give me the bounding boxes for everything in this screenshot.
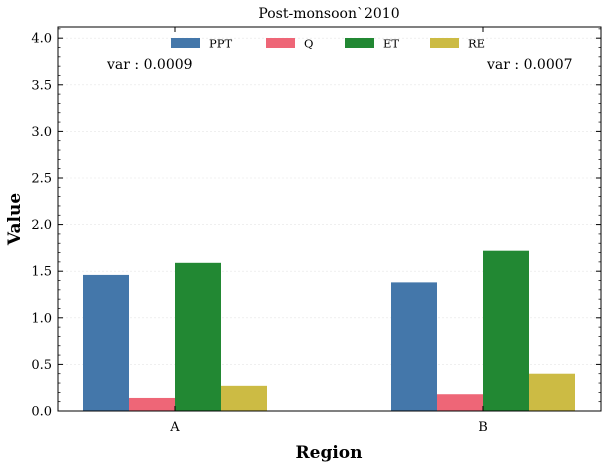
bars-group [83, 250, 575, 411]
legend-swatch-et [345, 38, 374, 48]
x-axis-label: Region [296, 443, 363, 463]
variance-annotation-b: var : 0.0007 [486, 57, 573, 73]
y-tick-label: 3.5 [31, 78, 52, 93]
legend-swatch-q [266, 38, 295, 48]
legend-swatch-re [430, 38, 459, 48]
chart-title: Post-monsoon`2010 [258, 6, 399, 22]
bar-q-a [129, 397, 175, 411]
bar-re-b [529, 373, 575, 411]
legend-label-q: Q [304, 37, 313, 51]
y-axis-label: Value [5, 193, 25, 246]
y-tick-label: 2.0 [31, 218, 52, 233]
x-tick-label: A [169, 420, 180, 435]
y-tick-label: 3.0 [31, 125, 52, 140]
y-tick-label: 0.0 [31, 405, 52, 420]
y-axis: 0.0 0.5 1.0 1.5 2.0 2.5 3.0 3.5 4.0 [31, 28, 601, 420]
bar-re-a [221, 385, 267, 411]
bar-ppt-a [83, 274, 129, 411]
y-tick-label: 0.5 [31, 358, 52, 373]
legend-label-et: ET [383, 37, 399, 51]
y-tick-label: 1.5 [31, 265, 52, 280]
variance-annotation-a: var : 0.0009 [106, 57, 193, 73]
y-tick-label: 1.0 [31, 311, 52, 326]
legend-label-re: RE [468, 37, 485, 51]
bar-q-b [437, 394, 483, 411]
y-tick-label: 4.0 [31, 32, 52, 47]
bar-et-b [483, 250, 529, 411]
x-tick-label: B [478, 420, 488, 435]
y-tick-label: 2.5 [31, 171, 52, 186]
bar-et-a [175, 262, 221, 411]
bar-ppt-b [391, 282, 437, 411]
legend-swatch-ppt [171, 38, 200, 48]
plot-frame [57, 26, 602, 412]
legend-label-ppt: PPT [209, 37, 232, 51]
legend: PPT Q ET RE [171, 37, 485, 51]
